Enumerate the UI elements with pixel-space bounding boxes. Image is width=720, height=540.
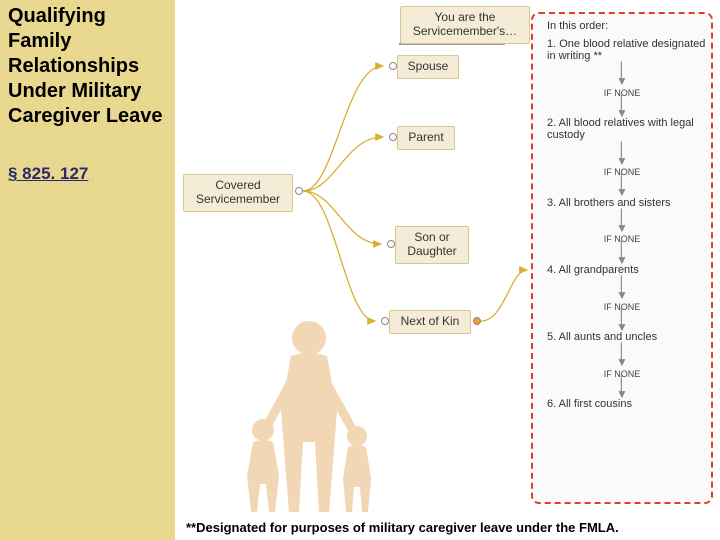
order-header: In this order: [547, 20, 711, 32]
relation-nextofkin: Next of Kin [389, 310, 471, 334]
order-item-3: 3. All brothers and sisters [547, 197, 711, 209]
family-silhouette-icon [233, 312, 393, 512]
diagram-area: You are the Servicemember's… Covered Ser… [175, 0, 720, 515]
order-item-6: 6. All first cousins [547, 398, 711, 410]
down-arrow-icon: ▼ [533, 256, 711, 264]
order-item-2: 2. All blood relatives with legal custod… [547, 117, 711, 141]
down-arrow-icon: ▼ [533, 224, 711, 232]
order-item-1: 1. One blood relative designated in writ… [547, 38, 711, 62]
page-title: Qualifying Family Relationships Under Mi… [8, 4, 173, 129]
relation-spouse: Spouse [397, 55, 459, 79]
down-arrow-icon: ▼ [533, 323, 711, 331]
down-arrow-icon: ▼ [533, 109, 711, 117]
order-item-5: 5. All aunts and uncles [547, 331, 711, 343]
down-arrow-icon: ▼ [533, 77, 711, 85]
footnote: **Designated for purposes of military ca… [186, 520, 619, 535]
root-node-dot [295, 187, 303, 195]
relation-child: Son or Daughter [395, 226, 469, 264]
relation-nextofkin-dot-right [473, 317, 481, 325]
down-arrow-icon: ▼ [533, 188, 711, 196]
section-reference: § 825. 127 [8, 164, 88, 184]
root-node: Covered Servicemember [183, 174, 293, 212]
relation-parent: Parent [397, 126, 455, 150]
left-panel: Qualifying Family Relationships Under Mi… [0, 0, 175, 540]
relation-parent-dot [389, 133, 397, 141]
order-item-4: 4. All grandparents [547, 264, 711, 276]
down-arrow-icon: ▼ [533, 291, 711, 299]
down-arrow-icon: ▼ [533, 390, 711, 398]
relation-child-dot [387, 240, 395, 248]
down-arrow-icon: ▼ [533, 358, 711, 366]
down-arrow-icon: ▼ [533, 157, 711, 165]
order-panel: In this order: 1. One blood relative des… [531, 12, 713, 504]
relation-spouse-dot [389, 62, 397, 70]
header-box: You are the Servicemember's… [400, 6, 530, 44]
